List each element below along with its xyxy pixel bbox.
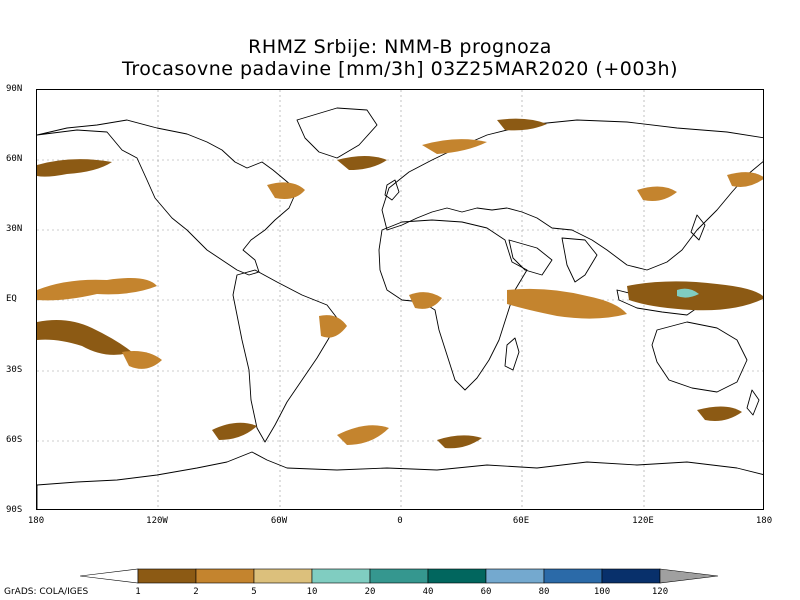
lat-label-30s: 30S bbox=[6, 365, 23, 375]
map-gridlines bbox=[37, 90, 763, 509]
colorbar-segment bbox=[311, 568, 371, 584]
lat-label-eq: EQ bbox=[6, 294, 17, 304]
colorbar bbox=[80, 568, 719, 584]
coastlines bbox=[37, 107, 763, 509]
colorbar-tick-label: 5 bbox=[251, 587, 257, 597]
precip-itcz-pacific-east bbox=[37, 278, 157, 301]
precip-south-america bbox=[319, 315, 347, 338]
colorbar-segments bbox=[80, 568, 719, 584]
madagascar-coastline bbox=[504, 337, 520, 371]
precip-southern-ocean-1 bbox=[212, 422, 257, 440]
lon-label-180w: 180 bbox=[27, 516, 45, 526]
precip-scandinavia bbox=[497, 118, 547, 131]
colorbar-segment bbox=[485, 568, 545, 584]
colorbar-tick-label: 40 bbox=[422, 587, 434, 597]
lat-label-60s: 60S bbox=[6, 435, 23, 445]
precip-maritime-heavy bbox=[677, 288, 699, 298]
colorbar-tick-label: 100 bbox=[593, 587, 611, 597]
lat-label-90s: 90S bbox=[6, 505, 23, 515]
uk-coastline bbox=[384, 179, 400, 201]
precip-southern-ocean-2 bbox=[337, 425, 389, 445]
map-title: RHMZ Srbije: NMM-B prognoza bbox=[248, 36, 552, 58]
colorbar-segment-below bbox=[80, 568, 139, 584]
precipitation-areas bbox=[37, 118, 763, 449]
grads-credit: GrADS: COLA/IGES bbox=[4, 587, 89, 597]
lon-label-180e: 180 bbox=[755, 516, 773, 526]
precip-north-pacific-west bbox=[727, 172, 763, 187]
precip-east-asia bbox=[637, 186, 677, 201]
precip-maritime-continent bbox=[627, 281, 763, 311]
japan-coastline bbox=[690, 214, 706, 241]
colorbar-tick-label: 1 bbox=[135, 587, 141, 597]
precip-atlantic-north bbox=[337, 156, 387, 170]
colorbar-segment bbox=[543, 568, 603, 584]
precip-south-pacific-1 bbox=[37, 320, 132, 355]
precip-north-america-east bbox=[267, 182, 305, 199]
india-coastline bbox=[561, 237, 598, 283]
precip-southern-ocean-3 bbox=[437, 435, 482, 449]
precip-indian-ocean bbox=[507, 288, 627, 319]
colorbar-segment bbox=[137, 568, 197, 584]
colorbar-segment bbox=[195, 568, 255, 584]
colorbar-tick-label: 20 bbox=[364, 587, 376, 597]
australia-coastline bbox=[651, 321, 748, 393]
north-america-coastline bbox=[37, 119, 298, 276]
precip-europe bbox=[422, 139, 487, 154]
greenland-coastline bbox=[296, 107, 378, 159]
arabia-coastline bbox=[508, 239, 553, 276]
lon-label-120e: 120E bbox=[632, 516, 654, 526]
colorbar-tick-label: 10 bbox=[306, 587, 318, 597]
colorbar-segment bbox=[253, 568, 313, 584]
south-america-coastline bbox=[232, 269, 338, 443]
colorbar-tick-label: 120 bbox=[651, 587, 669, 597]
precip-north-pacific bbox=[37, 159, 112, 177]
lat-label-60n: 60N bbox=[6, 154, 23, 164]
precipitation-map bbox=[36, 89, 764, 510]
antarctica-coastline bbox=[37, 451, 763, 509]
lon-label-120w: 120W bbox=[146, 516, 168, 526]
world-map-svg bbox=[37, 90, 763, 509]
lat-label-30n: 30N bbox=[6, 224, 23, 234]
lat-label-90n: 90N bbox=[6, 84, 23, 94]
precip-southern-ocean-4 bbox=[697, 406, 742, 421]
colorbar-tick-label: 60 bbox=[480, 587, 492, 597]
colorbar-tick-label: 2 bbox=[193, 587, 199, 597]
precip-south-pacific-2 bbox=[122, 351, 162, 369]
new-zealand-coastline bbox=[746, 389, 760, 416]
colorbar-segment bbox=[369, 568, 429, 584]
colorbar-segment bbox=[601, 568, 661, 584]
colorbar-segment bbox=[427, 568, 487, 584]
map-subtitle: Trocasovne padavine [mm/3h] 03Z25MAR2020… bbox=[122, 58, 678, 80]
lon-label-60e: 60E bbox=[512, 516, 530, 526]
lon-label-60w: 60W bbox=[270, 516, 288, 526]
precip-central-africa bbox=[409, 292, 442, 309]
colorbar-tick-label: 80 bbox=[538, 587, 550, 597]
eurasia-coastline bbox=[381, 119, 763, 271]
colorbar-segment-above bbox=[659, 568, 719, 584]
lon-label-0: 0 bbox=[397, 516, 403, 526]
africa-coastline bbox=[378, 219, 528, 391]
